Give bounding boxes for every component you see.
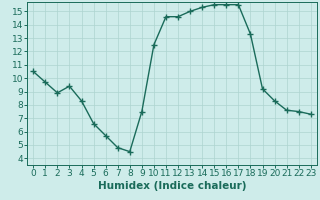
X-axis label: Humidex (Indice chaleur): Humidex (Indice chaleur): [98, 181, 246, 191]
